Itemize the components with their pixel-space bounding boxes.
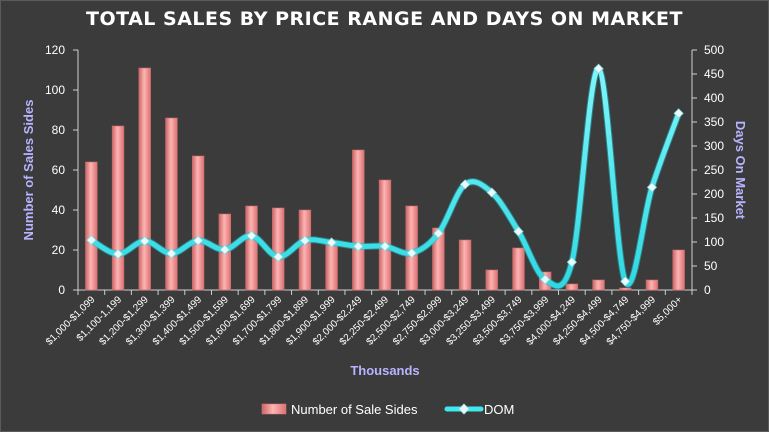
dom-point [513, 226, 524, 237]
x-axis-title: Thousands [350, 363, 419, 378]
bar-series [85, 67, 685, 291]
bar [111, 125, 125, 291]
y-tick-label: 100 [45, 83, 65, 97]
bar [165, 117, 178, 291]
legend-bar-label: Number of Sale Sides [291, 402, 418, 417]
y-tick-label: 0 [58, 283, 65, 297]
y2-tick-label: 300 [704, 139, 724, 153]
dom-point [620, 276, 631, 287]
bar [272, 207, 285, 291]
y2-axis-title: Days On Market [733, 121, 748, 220]
dom-point [86, 235, 97, 246]
y-tick-label: 80 [52, 123, 66, 137]
dom-point [273, 251, 284, 262]
y2-tick-label: 150 [704, 211, 724, 225]
dom-point [193, 235, 204, 246]
bar [592, 279, 605, 291]
y2-tick-label: 250 [704, 163, 724, 177]
y2-tick-label: 350 [704, 115, 724, 129]
bar [191, 155, 205, 291]
bar [138, 67, 151, 291]
dom-point [112, 248, 124, 260]
dom-point [353, 241, 364, 252]
y-tick-label: 20 [52, 243, 66, 257]
dom-point [433, 228, 444, 239]
bar [352, 149, 365, 291]
dom-point [486, 187, 497, 198]
dom-point [166, 248, 177, 259]
dom-point [379, 241, 391, 252]
legend-line-label: DOM [484, 402, 514, 417]
y2-tick-label: 50 [704, 259, 718, 273]
x-tick-label: $5,000+ [651, 294, 685, 328]
bar [85, 161, 98, 291]
bar [458, 239, 472, 291]
dom-point [326, 237, 337, 248]
bar [619, 287, 632, 291]
y-tick-label: 120 [45, 43, 65, 57]
dom-point [673, 108, 684, 119]
dom-point [246, 230, 257, 241]
bar [645, 279, 659, 291]
y2-tick-label: 0 [704, 283, 711, 297]
dom-point [219, 244, 230, 255]
y-tick-label: 40 [52, 203, 66, 217]
y2-tick-label: 400 [704, 91, 724, 105]
dom-point [646, 182, 658, 193]
dom-point [460, 179, 471, 190]
bar [245, 205, 258, 291]
bar [565, 283, 579, 291]
dom-point [139, 235, 150, 247]
bar [512, 247, 525, 291]
y2-tick-label: 200 [704, 187, 724, 201]
dom-point [299, 235, 310, 246]
y2-tick-label: 450 [704, 67, 724, 81]
y2-tick-label: 500 [704, 43, 724, 57]
dom-point [566, 257, 577, 268]
bar [325, 243, 338, 291]
legend: Number of Sale Sides DOM [261, 402, 514, 417]
bar [485, 269, 498, 291]
y-axis-title: Number of Sales Sides [21, 100, 36, 241]
y-tick-label: 60 [52, 163, 66, 177]
bar [298, 209, 312, 291]
dom-line-series [86, 63, 684, 290]
legend-bar-swatch [261, 403, 287, 415]
y2-tick-label: 100 [704, 235, 724, 249]
legend-line-marker [458, 403, 470, 415]
bar [672, 249, 685, 291]
chart-title: TOTAL SALES BY PRICE RANGE AND DAYS ON M… [86, 8, 683, 30]
x-tick-label: $4,750-$4,999 [605, 294, 659, 348]
dom-point [406, 247, 417, 259]
dom-point [540, 274, 551, 285]
dom-point [593, 63, 604, 74]
bar [378, 179, 392, 291]
